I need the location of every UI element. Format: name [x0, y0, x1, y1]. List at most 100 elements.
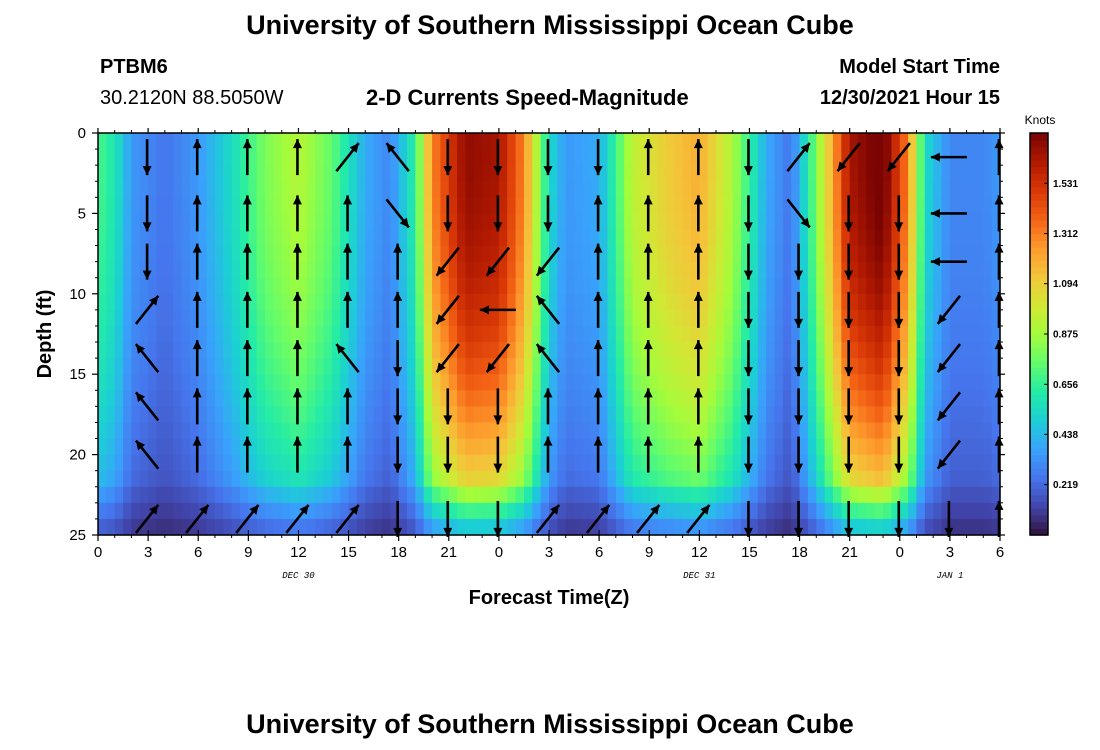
- heat-cell: [983, 470, 993, 488]
- heat-cell: [824, 245, 834, 263]
- heat-cell: [298, 277, 308, 295]
- heat-cell: [883, 390, 893, 407]
- heat-cell: [640, 374, 650, 391]
- heat-cell: [239, 197, 249, 214]
- heat-cell: [373, 293, 383, 311]
- heat-cell: [632, 438, 642, 456]
- heat-cell: [523, 325, 533, 343]
- current-arrow: [693, 388, 703, 425]
- current-arrow: [994, 139, 1004, 176]
- heat-cell: [974, 261, 984, 279]
- heat-cell: [298, 406, 308, 424]
- heat-cell: [223, 149, 233, 166]
- heat-cell: [874, 518, 884, 536]
- heat-cell: [331, 245, 341, 263]
- heat-cell: [306, 374, 316, 391]
- heat-cell: [791, 261, 801, 279]
- heat-cell: [482, 486, 492, 504]
- heat-cell: [874, 149, 884, 166]
- heat-cell: [214, 213, 224, 231]
- heat-cell: [164, 518, 174, 536]
- heat-cell: [557, 518, 567, 536]
- heat-cell: [866, 229, 876, 247]
- heat-cell: [933, 502, 943, 520]
- heat-cell: [883, 261, 893, 279]
- current-arrow: [242, 291, 252, 328]
- heat-cell: [106, 406, 116, 424]
- heat-cell: [98, 197, 107, 214]
- heat-cell: [365, 229, 375, 247]
- heat-cell: [983, 342, 993, 359]
- heat-cell: [498, 181, 508, 198]
- heat-cell: [532, 197, 542, 214]
- heat-cell: [398, 245, 408, 263]
- heat-cell: [139, 213, 149, 231]
- heat-cell: [741, 293, 751, 311]
- heat-cell: [398, 438, 408, 456]
- heat-cell: [515, 325, 525, 343]
- heat-cell: [732, 309, 742, 327]
- heat-cell: [941, 213, 951, 231]
- heat-cell: [223, 309, 233, 327]
- heat-cell: [599, 181, 609, 198]
- heat-cell: [315, 406, 325, 424]
- heat-cell: [98, 502, 107, 520]
- heat-cell: [774, 358, 784, 375]
- current-arrow: [242, 139, 252, 176]
- heat-cell: [966, 518, 976, 536]
- heat-cell: [540, 149, 550, 166]
- heat-cell: [448, 229, 458, 247]
- heat-cell: [899, 181, 909, 198]
- heat-cell: [724, 325, 734, 343]
- heat-cell: [507, 293, 517, 311]
- heat-cell: [549, 374, 558, 391]
- heat-cell: [465, 390, 475, 407]
- heat-cell: [507, 502, 517, 520]
- heat-cell: [189, 133, 199, 150]
- heat-cell: [682, 470, 692, 488]
- heat-cell: [574, 149, 584, 166]
- heat-cell: [832, 342, 842, 359]
- x-tick-label: 0: [495, 544, 503, 561]
- heat-cell: [574, 213, 584, 231]
- heat-cell: [256, 325, 266, 343]
- heat-cell: [131, 309, 141, 327]
- heat-cell: [991, 165, 1001, 182]
- heat-cell: [824, 149, 834, 166]
- heat-cell: [841, 486, 851, 504]
- heat-cell: [657, 342, 667, 359]
- heat-cell: [265, 454, 274, 472]
- heat-cell: [373, 486, 383, 504]
- heat-cell: [482, 165, 492, 182]
- heat-cell: [657, 149, 667, 166]
- heat-cell: [139, 502, 149, 520]
- heat-cell: [181, 438, 191, 456]
- heat-cell: [239, 374, 249, 391]
- heat-cell: [590, 438, 600, 456]
- current-arrow: [393, 291, 403, 328]
- heat-cell: [323, 438, 333, 456]
- heat-cell: [173, 454, 183, 472]
- heat-cell: [340, 502, 350, 520]
- heat-cell: [549, 213, 558, 231]
- heat-cell: [290, 486, 300, 504]
- colorbar-segment: [1030, 226, 1048, 235]
- heat-cell: [315, 293, 325, 311]
- heat-cell: [381, 261, 391, 279]
- heat-cell: [807, 374, 817, 391]
- heat-cell: [574, 309, 584, 327]
- colorbar-segment: [1030, 501, 1048, 509]
- heat-cell: [757, 470, 767, 488]
- heat-cell: [139, 486, 149, 504]
- heat-cell: [615, 293, 625, 311]
- heat-cell: [933, 181, 943, 198]
- heat-cell: [741, 390, 751, 407]
- heat-cell: [131, 325, 141, 343]
- heat-cell: [590, 149, 600, 166]
- heat-cell: [782, 277, 792, 295]
- heat-cell: [649, 213, 659, 231]
- heat-cell: [858, 133, 867, 150]
- heat-cell: [239, 390, 249, 407]
- heat-cell: [407, 149, 416, 166]
- heat-cell: [782, 197, 792, 214]
